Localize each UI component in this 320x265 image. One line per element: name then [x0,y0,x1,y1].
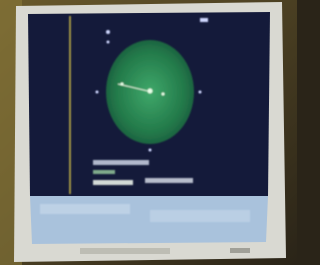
marker [199,91,202,94]
marker [106,30,110,34]
panel-strip [40,204,130,214]
bezel-button [230,248,250,253]
radar-dot [162,93,165,96]
bezel-logo-area [80,248,170,254]
photo [0,0,297,265]
marker [200,18,208,22]
text-block [93,180,133,185]
radar-dot [121,83,124,86]
text-block [145,178,193,183]
text-block [93,160,149,165]
marker [96,91,99,94]
text-block [93,170,115,174]
marker [107,41,110,44]
page [0,0,320,265]
marker [149,149,152,152]
radar-center [148,89,153,94]
panel-strip [150,210,250,222]
